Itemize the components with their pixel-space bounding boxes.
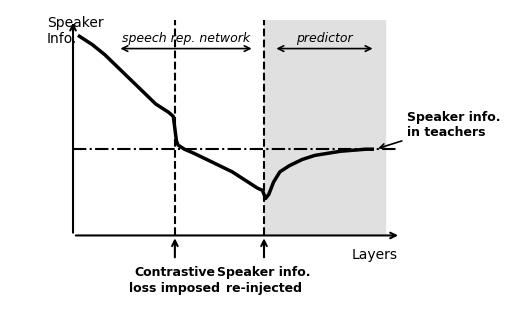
Text: Layers: Layers	[352, 248, 398, 262]
Text: predictor: predictor	[296, 32, 353, 45]
Text: speech rep. network: speech rep. network	[122, 32, 250, 45]
Text: Contrastive
loss imposed: Contrastive loss imposed	[130, 266, 220, 295]
Text: Speaker
Info.: Speaker Info.	[47, 15, 104, 46]
Text: Speaker info.
in teachers: Speaker info. in teachers	[380, 111, 501, 149]
Text: Speaker info.
re-injected: Speaker info. re-injected	[217, 266, 311, 295]
Bar	[264, 20, 385, 236]
